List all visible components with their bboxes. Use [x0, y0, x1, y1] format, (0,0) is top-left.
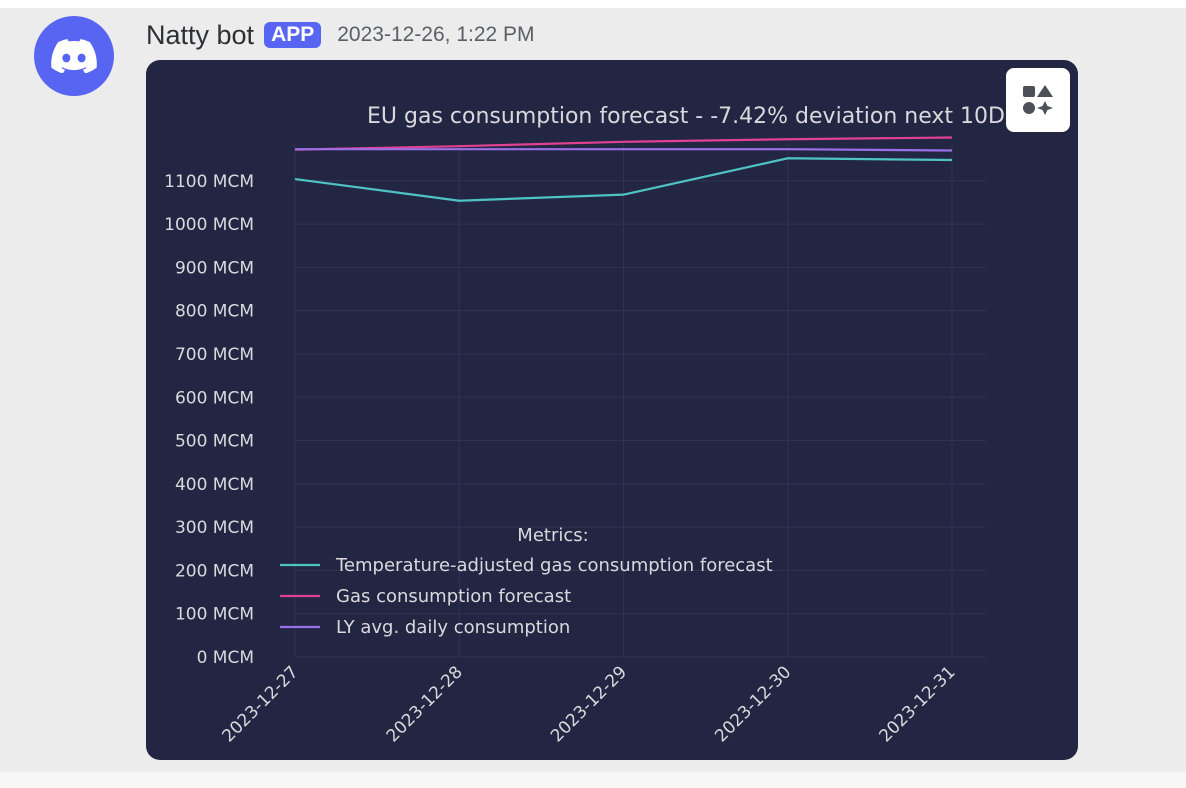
legend-title: Metrics:: [517, 525, 588, 546]
y-tick-label: 900 MCM: [175, 258, 254, 278]
chart-image[interactable]: 0 MCM 100 MCM 200 MCM 300 MCM 400 MCM 500 MCM…: [146, 60, 1078, 760]
y-tick-label: 100 MCM: [175, 605, 254, 625]
x-tick-label: 2023-12-29: [547, 662, 631, 746]
author-name[interactable]: Natty bot: [146, 19, 255, 50]
series-line: [294, 136, 953, 151]
bot-avatar[interactable]: [34, 16, 114, 96]
x-tick-label: 2023-12-28: [383, 662, 467, 746]
line-chart: 0 MCM 100 MCM 200 MCM 300 MCM 400 MCM 500 MCM…: [164, 104, 1005, 746]
x-tick-label: 2023-12-31: [876, 662, 960, 746]
app-badge: APP: [264, 22, 322, 48]
series-line: [295, 148, 953, 152]
y-tick-label: 1000 MCM: [164, 215, 254, 235]
app-launcher-icon: [1023, 85, 1053, 115]
apps-button[interactable]: [1006, 68, 1070, 132]
discord-logo-icon: [51, 39, 97, 73]
x-tick-label: 2023-12-30: [711, 662, 795, 746]
y-tick-label: 700 MCM: [175, 345, 254, 365]
y-tick-label: 1100 MCM: [164, 172, 254, 192]
y-tick-label: 400 MCM: [175, 475, 254, 495]
legend-label: Gas consumption forecast: [336, 586, 571, 607]
series-line: [294, 157, 953, 202]
message-header: Natty bot APP 2023-12-26, 1:22 PM: [146, 18, 535, 52]
y-tick-label: 600 MCM: [175, 388, 254, 408]
x-tick-label: 2023-12-27: [219, 662, 303, 746]
y-tick-label: 500 MCM: [175, 432, 254, 452]
legend-label: Temperature-adjusted gas consumption for…: [335, 555, 773, 576]
legend-label: LY avg. daily consumption: [336, 617, 570, 638]
y-tick-label: 300 MCM: [175, 518, 254, 538]
y-tick-label: 800 MCM: [175, 302, 254, 322]
y-tick-label: 200 MCM: [175, 561, 254, 581]
y-tick-label: 0 MCM: [197, 648, 254, 668]
message-timestamp: 2023-12-26, 1:22 PM: [337, 23, 535, 46]
chart-title: EU gas consumption forecast - -7.42% dev…: [367, 104, 1005, 129]
bottom-strip: [0, 772, 1186, 788]
